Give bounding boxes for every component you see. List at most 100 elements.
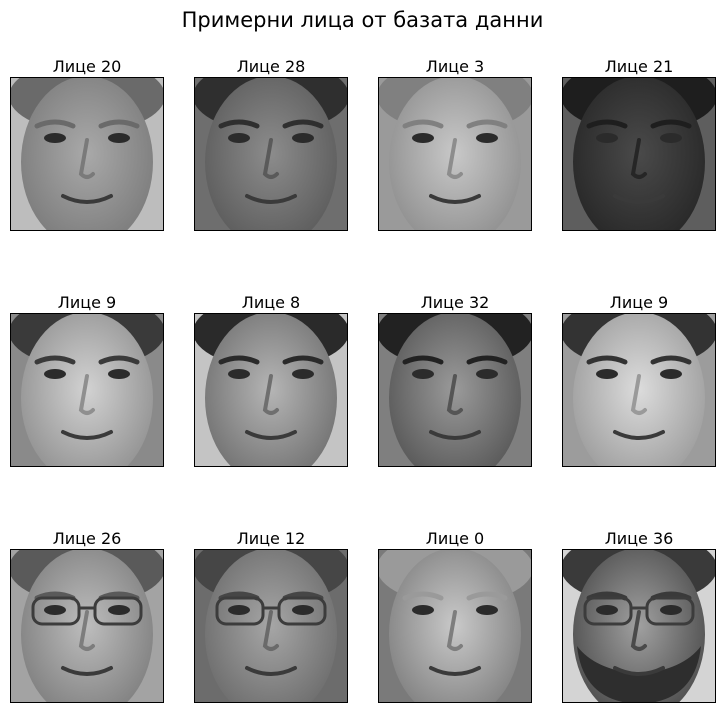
glasses-left-lens: [31, 596, 81, 626]
face-skin: [205, 314, 337, 466]
left-eyebrow: [218, 119, 260, 129]
right-eye: [476, 605, 498, 615]
face-skin: [573, 78, 705, 230]
face-skin: [389, 314, 521, 466]
face-label: Лице 3: [425, 57, 485, 76]
left-eye: [412, 605, 434, 615]
face-photo: [194, 77, 348, 231]
left-eye: [228, 133, 250, 143]
glasses-left-lens: [215, 596, 265, 626]
nose: [262, 374, 279, 415]
face-skin: [21, 550, 153, 702]
right-eye: [108, 369, 130, 379]
left-eyebrow: [402, 119, 444, 129]
nose: [630, 374, 647, 415]
left-eyebrow: [586, 119, 628, 129]
nose: [262, 138, 279, 179]
right-eyebrow: [282, 355, 324, 365]
face-label: Лице 9: [57, 293, 117, 312]
face-photo: [562, 549, 716, 703]
nose: [630, 610, 647, 651]
right-eye: [476, 133, 498, 143]
mouth: [61, 430, 113, 440]
face-skin: [389, 550, 521, 702]
face-image: [11, 78, 163, 230]
face-photo: [378, 77, 532, 231]
face-skin: [573, 550, 705, 702]
left-eye: [412, 369, 434, 379]
right-eye: [476, 369, 498, 379]
face-label: Лице 12: [236, 529, 306, 548]
right-eyebrow: [98, 355, 140, 365]
face-label: Лице 9: [609, 293, 669, 312]
face-image: [11, 550, 163, 702]
face-image: [195, 314, 347, 466]
left-eye: [44, 133, 66, 143]
left-eyebrow: [586, 355, 628, 365]
mouth: [613, 194, 665, 204]
nose: [78, 138, 95, 179]
face-label: Лице 20: [52, 57, 122, 76]
nose: [446, 374, 463, 415]
left-eye: [44, 605, 66, 615]
right-eye: [660, 605, 682, 615]
nose: [446, 610, 463, 651]
right-eye: [108, 605, 130, 615]
face-image: [563, 550, 715, 702]
left-eye: [228, 369, 250, 379]
face-image: [379, 314, 531, 466]
left-eye: [44, 369, 66, 379]
face-skin: [21, 314, 153, 466]
face-photo: [562, 77, 716, 231]
face-image: [11, 314, 163, 466]
glasses-right-lens: [93, 596, 143, 626]
face-skin: [389, 78, 521, 230]
right-eye: [292, 133, 314, 143]
face-label: Лице 36: [604, 529, 674, 548]
face-photo: [378, 313, 532, 467]
face-photo: [10, 549, 164, 703]
left-eyebrow: [34, 119, 76, 129]
nose: [78, 374, 95, 415]
left-eyebrow: [34, 355, 76, 365]
face-skin: [21, 78, 153, 230]
mouth: [429, 194, 481, 204]
right-eyebrow: [650, 119, 692, 129]
face-photo: [194, 313, 348, 467]
left-eye: [596, 133, 618, 143]
right-eyebrow: [466, 119, 508, 129]
glasses-right-lens: [645, 596, 695, 626]
face-skin: [205, 78, 337, 230]
face-image: [195, 78, 347, 230]
left-eye: [228, 605, 250, 615]
right-eyebrow: [98, 119, 140, 129]
mouth: [429, 430, 481, 440]
face-label: Лице 8: [241, 293, 301, 312]
nose: [630, 138, 647, 179]
right-eyebrow: [650, 355, 692, 365]
nose: [446, 138, 463, 179]
right-eye: [108, 133, 130, 143]
face-image: [379, 550, 531, 702]
face-skin: [205, 550, 337, 702]
glasses-right-lens: [277, 596, 327, 626]
left-eye: [596, 605, 618, 615]
right-eye: [660, 133, 682, 143]
face-label: Лице 21: [604, 57, 674, 76]
mouth: [61, 666, 113, 676]
face-image: [195, 550, 347, 702]
face-label: Лице 32: [420, 293, 490, 312]
left-eye: [596, 369, 618, 379]
face-skin: [573, 314, 705, 466]
left-eyebrow: [402, 355, 444, 365]
right-eye: [292, 605, 314, 615]
face-image: [379, 78, 531, 230]
nose: [262, 610, 279, 651]
face-photo: [10, 313, 164, 467]
mouth: [245, 666, 297, 676]
face-label: Лице 0: [425, 529, 485, 548]
face-image: [563, 314, 715, 466]
mouth: [613, 430, 665, 440]
face-photo: [194, 549, 348, 703]
nose: [78, 610, 95, 651]
